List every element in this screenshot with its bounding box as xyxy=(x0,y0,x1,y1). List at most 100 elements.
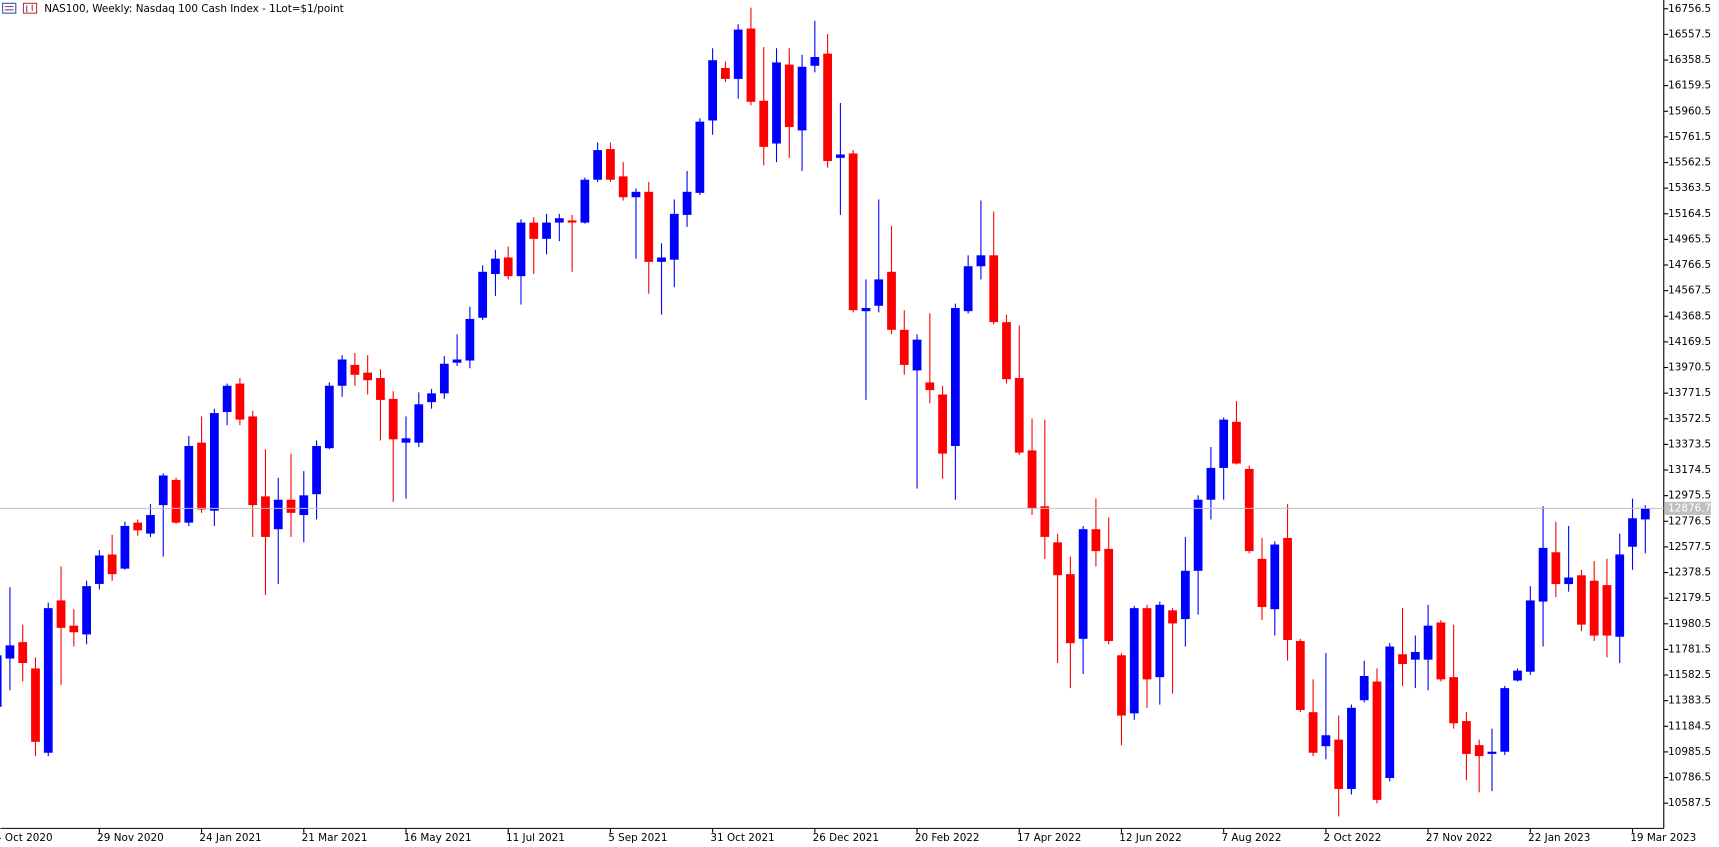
candle-body xyxy=(1589,580,1599,636)
x-tick-label: 24 Jan 2021 xyxy=(199,832,261,844)
y-tick-label: 11184.5 xyxy=(1668,720,1711,732)
candle-body xyxy=(235,383,245,420)
candle-body xyxy=(1474,745,1484,757)
x-tick-label: 29 Nov 2020 xyxy=(97,832,164,844)
x-tick-label: 4 Oct 2020 xyxy=(0,832,53,844)
x-tick-label: 21 Mar 2021 xyxy=(302,832,368,844)
candle-body xyxy=(465,318,475,361)
candle-body xyxy=(491,258,500,274)
chart-title: NAS100, Weekly: Nasdaq 100 Cash Index - … xyxy=(44,3,343,15)
candle-body xyxy=(912,339,922,371)
candle-body xyxy=(273,499,283,530)
candle-body xyxy=(618,176,628,198)
candle-body xyxy=(823,53,832,162)
candle-body xyxy=(94,555,104,584)
candle-body xyxy=(836,154,845,158)
candle-body xyxy=(120,525,130,569)
candle-body xyxy=(554,218,564,223)
candle-body xyxy=(516,222,526,277)
candle-body xyxy=(1615,554,1625,637)
candle-body xyxy=(401,438,411,443)
candle-body xyxy=(1091,529,1101,552)
candle-body xyxy=(810,56,820,66)
candle-body xyxy=(43,608,53,753)
x-tick-label: 17 Apr 2022 xyxy=(1017,832,1081,844)
y-tick-label: 11980.5 xyxy=(1668,618,1711,630)
x-tick-label: 12 Jun 2022 xyxy=(1119,832,1182,844)
candle-body xyxy=(1462,721,1471,754)
candle-body xyxy=(1078,529,1088,639)
candle-body xyxy=(146,515,155,534)
candle-body xyxy=(5,645,15,659)
candle-body xyxy=(606,149,615,180)
y-tick-label: 15562.5 xyxy=(1668,157,1711,169)
candle-body xyxy=(542,222,551,239)
y-tick-label: 14567.5 xyxy=(1668,285,1711,297)
candle-body xyxy=(1065,574,1075,644)
candle-body xyxy=(299,495,309,516)
candle-body xyxy=(1449,677,1459,724)
x-tick-label: 20 Feb 2022 xyxy=(915,832,980,844)
x-tick-label: 31 Oct 2021 xyxy=(710,832,774,844)
candle-body xyxy=(337,359,347,386)
candle-body xyxy=(376,378,385,400)
candle-body xyxy=(439,363,449,394)
candle-body xyxy=(899,329,909,365)
y-tick-label: 15761.5 xyxy=(1668,131,1711,143)
candle-body xyxy=(1423,625,1433,660)
candle-body xyxy=(950,307,960,447)
candle-body xyxy=(0,655,2,707)
y-tick-label: 16358.5 xyxy=(1668,54,1711,66)
y-tick-label: 13572.5 xyxy=(1668,413,1711,425)
candle-body xyxy=(452,359,462,363)
icon-window xyxy=(2,2,17,14)
y-tick-label: 11582.5 xyxy=(1668,669,1711,681)
candle-body xyxy=(695,121,705,193)
candle-body xyxy=(1513,670,1522,681)
candle-body xyxy=(1398,654,1407,665)
y-tick-label: 10587.5 xyxy=(1668,797,1711,809)
candle-body xyxy=(848,153,858,311)
candle-body xyxy=(209,413,219,511)
x-tick-label: 22 Jan 2023 xyxy=(1528,832,1590,844)
candle-body xyxy=(1219,419,1229,468)
candle-body xyxy=(1117,655,1126,716)
candle-body xyxy=(312,446,321,495)
y-tick-label: 10985.5 xyxy=(1668,746,1711,758)
y-tick-label: 13771.5 xyxy=(1668,387,1711,399)
candle-body xyxy=(414,404,424,443)
candle-body xyxy=(1014,378,1024,453)
candle-body xyxy=(18,642,28,664)
candle-body xyxy=(1487,751,1497,754)
candle-body xyxy=(746,28,756,102)
candle-body xyxy=(248,416,258,506)
candle-body xyxy=(593,150,603,180)
candle-body xyxy=(1538,547,1548,602)
y-tick-label: 12776.5 xyxy=(1668,515,1711,527)
x-tick-label: 2 Oct 2022 xyxy=(1324,832,1382,844)
candle-body xyxy=(874,279,884,306)
candle-body xyxy=(69,625,79,633)
candle-body xyxy=(1372,681,1382,800)
candle-body xyxy=(56,600,66,628)
candle-body xyxy=(1283,537,1292,640)
x-tick-label: 27 Nov 2022 xyxy=(1426,832,1493,844)
y-tick-label: 16756.5 xyxy=(1668,3,1711,15)
candle-body xyxy=(1564,577,1574,585)
candle-body xyxy=(682,191,692,215)
candle-body xyxy=(1334,739,1344,789)
candle-body xyxy=(1640,508,1650,520)
candle-body xyxy=(669,213,679,260)
candle-body xyxy=(721,67,730,79)
candle-body xyxy=(989,255,999,323)
candle-body xyxy=(478,271,488,318)
candle-body xyxy=(759,100,769,147)
candle-body xyxy=(1257,558,1267,607)
candle-body xyxy=(158,475,168,506)
candle-body xyxy=(631,191,641,198)
title-icons xyxy=(2,2,38,14)
y-tick-label: 12577.5 xyxy=(1668,541,1711,553)
